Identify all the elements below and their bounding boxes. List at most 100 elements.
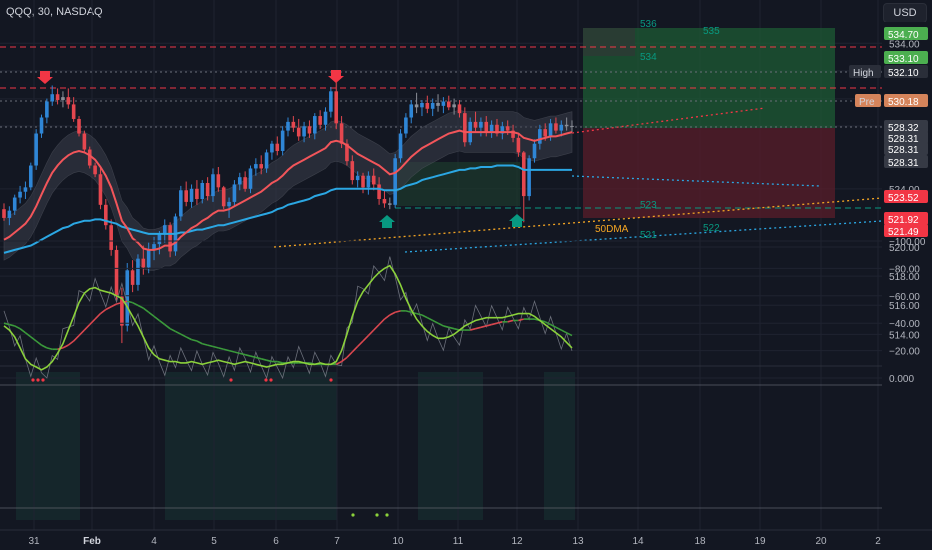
candle-body	[570, 125, 574, 127]
candle-body	[484, 121, 489, 133]
stoch-d-segment	[153, 315, 160, 322]
candle-body	[125, 270, 130, 326]
candle-body	[45, 101, 49, 118]
stoch-d-segment	[127, 300, 133, 304]
stoch-k-line	[3, 264, 573, 371]
candle-body	[361, 175, 365, 188]
oversold-dot	[385, 513, 389, 517]
price-badge-tag	[849, 65, 881, 78]
price-tick-label: 516.00	[889, 301, 920, 312]
candle-body	[441, 101, 446, 106]
oversold-dot	[351, 513, 355, 517]
overbought-dot	[329, 378, 333, 382]
candle-body	[511, 130, 515, 138]
candle-body	[420, 102, 424, 108]
target-zone-top	[583, 28, 635, 56]
price-badge-value: 521.92	[888, 215, 919, 226]
stoch-d-segment	[357, 340, 364, 348]
stoch-tick-label: 0.000	[889, 374, 914, 385]
stoch-d-segment	[41, 344, 48, 349]
zone-label: 536	[640, 19, 657, 30]
zone-label: 522	[703, 223, 720, 234]
price-badge-value: 532.10	[888, 68, 919, 79]
candle-body	[323, 111, 328, 125]
time-tick-label: 14	[632, 536, 644, 547]
candle-body	[232, 184, 237, 202]
ema-envelope	[3, 109, 573, 271]
price-tick-label: 534.00	[889, 39, 920, 50]
stoch-d-segment	[158, 319, 166, 326]
candle-body	[28, 165, 33, 188]
time-tick-label: 18	[694, 536, 706, 547]
stoch-d-segment	[550, 323, 557, 329]
candle-body	[339, 123, 344, 144]
candle-body	[548, 123, 553, 137]
time-tick-label: 5	[211, 536, 217, 547]
zone-label: 535	[703, 26, 720, 37]
stoch-d-segment	[62, 344, 69, 349]
stoch-d-segment	[99, 308, 107, 315]
candle-body	[404, 117, 408, 134]
stoch-d-segment	[566, 332, 573, 337]
candle-body	[98, 174, 103, 205]
candle-body	[430, 102, 435, 109]
candle-body	[157, 233, 162, 245]
stoch-d-segment	[448, 326, 455, 330]
stoch-d-segment	[3, 322, 10, 326]
price-badge-tag	[855, 94, 881, 107]
stoch-d-segment	[432, 319, 439, 324]
stoch-d-segment	[266, 359, 273, 363]
stoch-d-segment	[196, 340, 203, 345]
overbought-dot	[41, 378, 45, 382]
stoch-d-segment	[202, 342, 208, 346]
candle-body	[516, 137, 521, 153]
stoch-d-segment	[78, 329, 85, 337]
candle-body	[355, 175, 360, 181]
candle-body	[23, 187, 28, 192]
candle-body	[39, 117, 44, 134]
time-tick-label: 13	[572, 536, 584, 547]
candle-body	[538, 129, 542, 144]
candle-body	[227, 201, 231, 207]
stoch-d-segment	[9, 323, 15, 327]
candle-body	[463, 113, 467, 143]
stoch-d-segment	[83, 324, 91, 331]
stoch-d-segment	[89, 318, 96, 326]
candle-body	[500, 126, 505, 134]
price-badge-value: 534.70	[888, 30, 919, 41]
stoch-d-segment	[351, 345, 359, 353]
candle-body	[136, 258, 140, 285]
candle-body	[414, 104, 419, 108]
stoch-d-segment	[116, 301, 123, 305]
stoch-raw-line	[3, 256, 573, 380]
candle-body	[34, 133, 38, 166]
symbol-title[interactable]: QQQ, 30, NASDAQ	[6, 6, 103, 18]
session-shade	[544, 372, 575, 520]
stoch-d-segment	[437, 322, 444, 327]
stoch-d-segment	[346, 351, 353, 359]
price-badge-tag-label: High	[853, 68, 874, 79]
stoch-d-segment	[30, 336, 37, 342]
stoch-d-segment	[180, 333, 187, 338]
candle-body	[382, 199, 387, 204]
candle-body	[366, 175, 371, 188]
time-axis-bg	[0, 530, 932, 550]
stoch-d-segment	[218, 347, 224, 351]
candle-body	[425, 102, 430, 109]
candle-body	[521, 152, 526, 197]
candle-body	[211, 174, 215, 197]
stoch-tick-label: −80.00	[889, 264, 920, 275]
stoch-d-segment	[469, 327, 476, 331]
price-badge	[884, 94, 928, 107]
candle-body	[446, 101, 451, 108]
candle-body	[393, 158, 397, 205]
price-badge	[884, 51, 928, 64]
time-tick-label: 31	[28, 536, 40, 547]
price-badge-tag-label: Pre	[859, 97, 875, 108]
sell-arrow-icon	[37, 71, 53, 84]
stoch-d-segment	[234, 351, 240, 355]
price-badge	[884, 65, 928, 78]
stoch-d-segment	[142, 307, 150, 313]
